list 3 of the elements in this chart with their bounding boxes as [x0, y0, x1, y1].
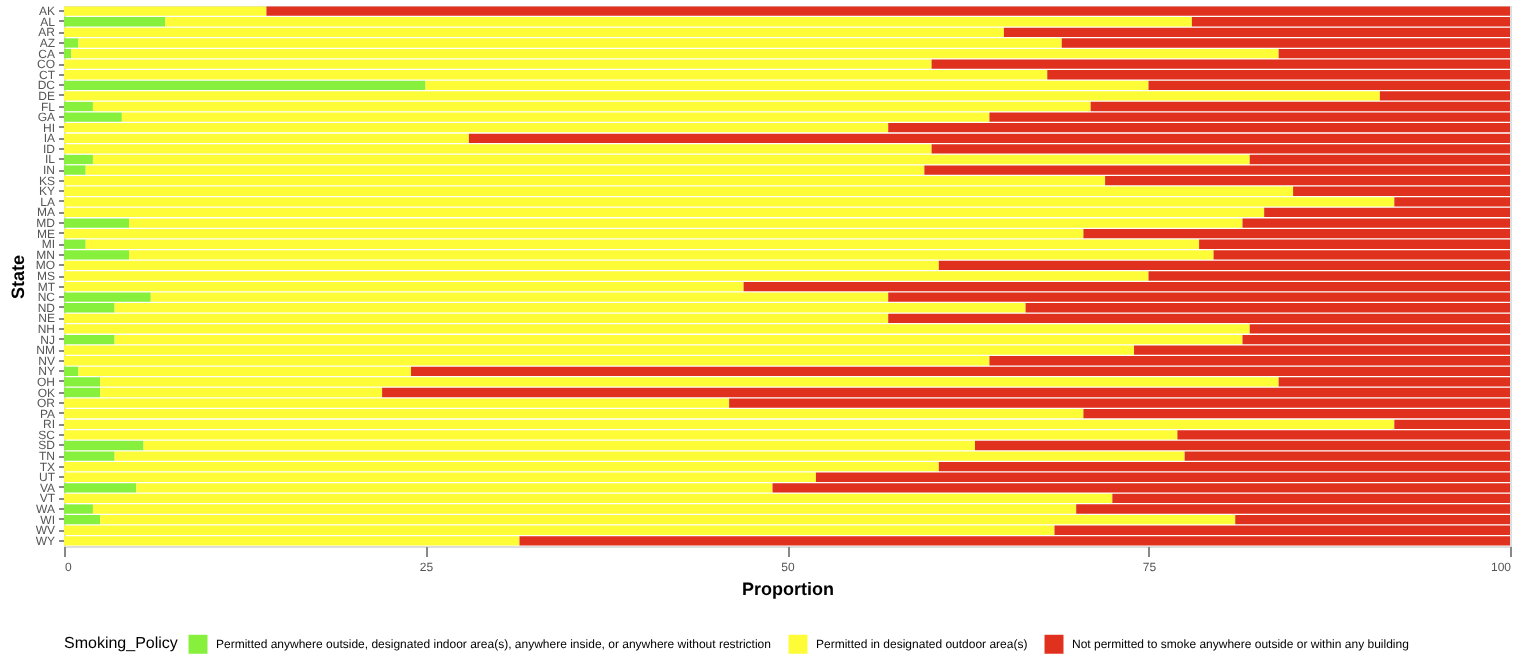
y-axis-title: State — [7, 254, 28, 300]
legend-title: Smoking_Policy — [64, 634, 178, 652]
x-axis-title: Proportion — [742, 579, 834, 599]
